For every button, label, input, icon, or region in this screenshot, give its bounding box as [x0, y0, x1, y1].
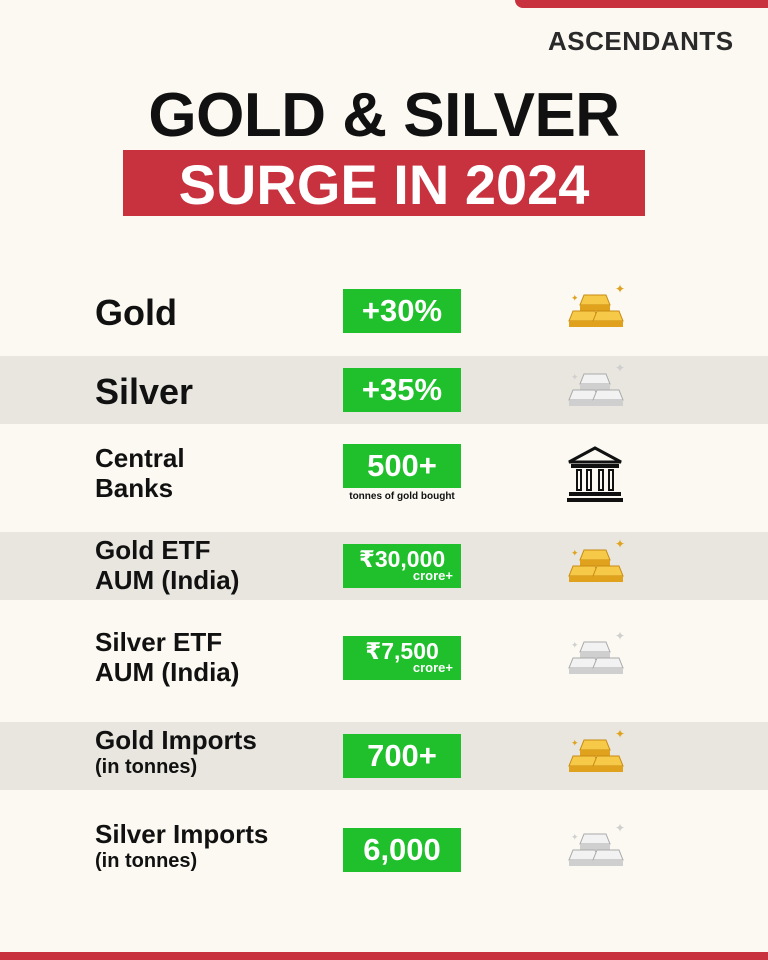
row-label: Gold ETF AUM (India) — [95, 535, 240, 596]
icon-graphic: ✦✦ — [568, 821, 625, 866]
svg-text:✦: ✦ — [571, 372, 579, 382]
label-line: (in tonnes) — [95, 849, 198, 872]
title-highlight — [123, 150, 645, 216]
label-line: AUM (India) — [95, 656, 240, 687]
icon-graphic — [567, 446, 623, 502]
icon-graphic: ✦✦ — [568, 727, 625, 772]
svg-text:✦: ✦ — [571, 293, 579, 303]
value-box: +30% — [343, 289, 461, 333]
svg-text:✦: ✦ — [571, 832, 579, 842]
svg-text:✦: ✦ — [571, 640, 579, 650]
icon: ✦ ✦ — [565, 536, 625, 596]
icon-graphic: ✦✦ — [568, 537, 625, 582]
value-unit: crore+ — [412, 660, 453, 675]
label-line: Gold ETF — [95, 535, 211, 565]
icon-graphic: ✦✦ — [568, 361, 625, 406]
value-unit: crore+ — [412, 568, 453, 583]
label-line: Central — [95, 443, 185, 473]
icon: ✦ ✦ — [565, 360, 625, 420]
brand: ASCENDANTS — [548, 26, 734, 56]
value: +35% — [361, 372, 443, 407]
label-line: Silver — [95, 371, 194, 412]
row-label: Silver Imports (in tonnes) — [95, 819, 269, 873]
value-box: 500+ — [343, 444, 461, 488]
value-box: ₹7,500 crore+ — [343, 636, 461, 680]
icon: ✦ ✦ — [565, 820, 625, 880]
title: GOLD & SILVER — [148, 81, 620, 150]
row-label: Gold — [95, 292, 177, 333]
icon: ✦ ✦ — [565, 628, 625, 688]
value: 700+ — [367, 738, 437, 773]
label-line: Silver ETF — [95, 627, 223, 657]
bottom-bar — [0, 952, 768, 960]
row-label: Gold Imports (in tonnes) — [95, 725, 257, 779]
value-box: +35% — [343, 368, 461, 412]
svg-text:✦: ✦ — [615, 537, 625, 551]
subtitle: SURGE IN 2024 — [178, 153, 590, 216]
value-box: 700+ — [343, 734, 461, 778]
row-label: Central Banks — [95, 443, 185, 504]
value: 6,000 — [363, 832, 441, 867]
label-line: Gold Imports — [95, 725, 257, 755]
svg-text:✦: ✦ — [615, 821, 625, 835]
value-note: tonnes of gold bought — [349, 491, 455, 502]
icon-graphic: ✦✦ — [568, 282, 625, 327]
icon: ✦ ✦ — [565, 281, 625, 341]
label-line: AUM (India) — [95, 564, 240, 595]
row-label: Silver ETF AUM (India) — [95, 627, 240, 688]
value: ₹7,500 — [365, 638, 439, 664]
row-label: Silver — [95, 371, 193, 412]
value-box: ₹30,000 crore+ — [343, 544, 461, 588]
top-bar — [515, 0, 768, 8]
icon: ✦ ✦ — [565, 726, 625, 786]
icon-graphic: ✦✦ — [568, 629, 625, 674]
svg-text:✦: ✦ — [615, 282, 625, 296]
value: 500+ — [367, 448, 437, 483]
svg-text:✦: ✦ — [615, 727, 625, 741]
value: ₹30,000 — [358, 546, 446, 572]
svg-text:✦: ✦ — [615, 629, 625, 643]
label-line: Silver Imports — [95, 819, 269, 849]
label-line: Banks — [95, 472, 174, 503]
label-line: Gold — [95, 292, 177, 333]
icon — [565, 444, 625, 504]
label-line: (in tonnes) — [95, 755, 198, 778]
value: +30% — [361, 293, 443, 328]
svg-text:✦: ✦ — [571, 548, 579, 558]
svg-text:✦: ✦ — [615, 361, 625, 375]
value-box: 6,000 — [343, 828, 461, 872]
svg-text:✦: ✦ — [571, 738, 579, 748]
